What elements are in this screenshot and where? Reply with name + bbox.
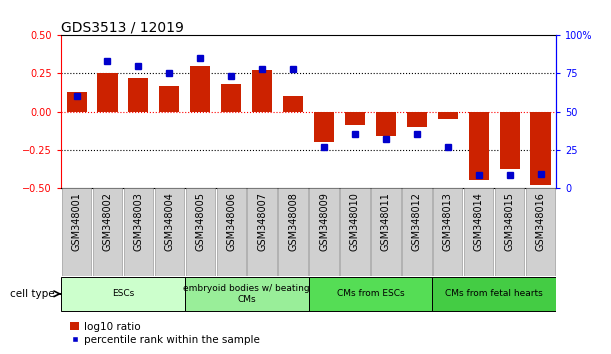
Text: GSM348008: GSM348008 bbox=[288, 192, 298, 251]
FancyBboxPatch shape bbox=[371, 188, 401, 276]
FancyBboxPatch shape bbox=[402, 188, 431, 276]
FancyBboxPatch shape bbox=[216, 188, 246, 276]
Text: GSM348009: GSM348009 bbox=[319, 192, 329, 251]
FancyBboxPatch shape bbox=[495, 188, 524, 276]
Bar bbox=[530, 112, 551, 184]
FancyBboxPatch shape bbox=[247, 188, 277, 276]
Text: CMs from fetal hearts: CMs from fetal hearts bbox=[445, 289, 543, 298]
Bar bbox=[97, 73, 117, 112]
Bar bbox=[283, 96, 303, 112]
Text: GSM348004: GSM348004 bbox=[164, 192, 174, 251]
FancyBboxPatch shape bbox=[433, 188, 463, 276]
Bar bbox=[159, 86, 180, 112]
FancyBboxPatch shape bbox=[186, 188, 215, 276]
FancyBboxPatch shape bbox=[93, 188, 122, 276]
FancyBboxPatch shape bbox=[124, 188, 153, 276]
Bar bbox=[407, 112, 427, 127]
Text: GSM348012: GSM348012 bbox=[412, 192, 422, 251]
Bar bbox=[376, 112, 396, 136]
Legend: log10 ratio, percentile rank within the sample: log10 ratio, percentile rank within the … bbox=[67, 317, 264, 349]
FancyBboxPatch shape bbox=[464, 188, 493, 276]
Text: GSM348006: GSM348006 bbox=[226, 192, 236, 251]
Bar bbox=[190, 66, 210, 112]
Text: GDS3513 / 12019: GDS3513 / 12019 bbox=[61, 20, 184, 34]
Text: ESCs: ESCs bbox=[112, 289, 134, 298]
Text: GSM348015: GSM348015 bbox=[505, 192, 514, 251]
Text: GSM348005: GSM348005 bbox=[196, 192, 205, 251]
FancyBboxPatch shape bbox=[279, 188, 308, 276]
Text: CMs from ESCs: CMs from ESCs bbox=[337, 289, 404, 298]
FancyBboxPatch shape bbox=[61, 277, 185, 311]
Text: GSM348016: GSM348016 bbox=[536, 192, 546, 251]
Text: cell type: cell type bbox=[10, 289, 55, 299]
Text: GSM348007: GSM348007 bbox=[257, 192, 267, 251]
Bar bbox=[67, 92, 87, 112]
Bar bbox=[469, 112, 489, 180]
Bar bbox=[128, 78, 148, 112]
Text: embryoid bodies w/ beating
CMs: embryoid bodies w/ beating CMs bbox=[183, 284, 310, 303]
Text: GSM348011: GSM348011 bbox=[381, 192, 391, 251]
Text: GSM348003: GSM348003 bbox=[133, 192, 144, 251]
Text: GSM348010: GSM348010 bbox=[350, 192, 360, 251]
FancyBboxPatch shape bbox=[62, 188, 91, 276]
Text: GSM348001: GSM348001 bbox=[71, 192, 81, 251]
Text: GSM348013: GSM348013 bbox=[443, 192, 453, 251]
Bar bbox=[252, 70, 273, 112]
Bar bbox=[221, 84, 241, 112]
FancyBboxPatch shape bbox=[340, 188, 370, 276]
FancyBboxPatch shape bbox=[155, 188, 184, 276]
FancyBboxPatch shape bbox=[185, 277, 309, 311]
Bar bbox=[314, 112, 334, 142]
FancyBboxPatch shape bbox=[309, 188, 338, 276]
FancyBboxPatch shape bbox=[433, 277, 556, 311]
Bar bbox=[437, 112, 458, 119]
FancyBboxPatch shape bbox=[309, 277, 433, 311]
FancyBboxPatch shape bbox=[526, 188, 555, 276]
Text: GSM348014: GSM348014 bbox=[474, 192, 484, 251]
Bar bbox=[500, 112, 520, 169]
Text: GSM348002: GSM348002 bbox=[103, 192, 112, 251]
Bar bbox=[345, 112, 365, 125]
